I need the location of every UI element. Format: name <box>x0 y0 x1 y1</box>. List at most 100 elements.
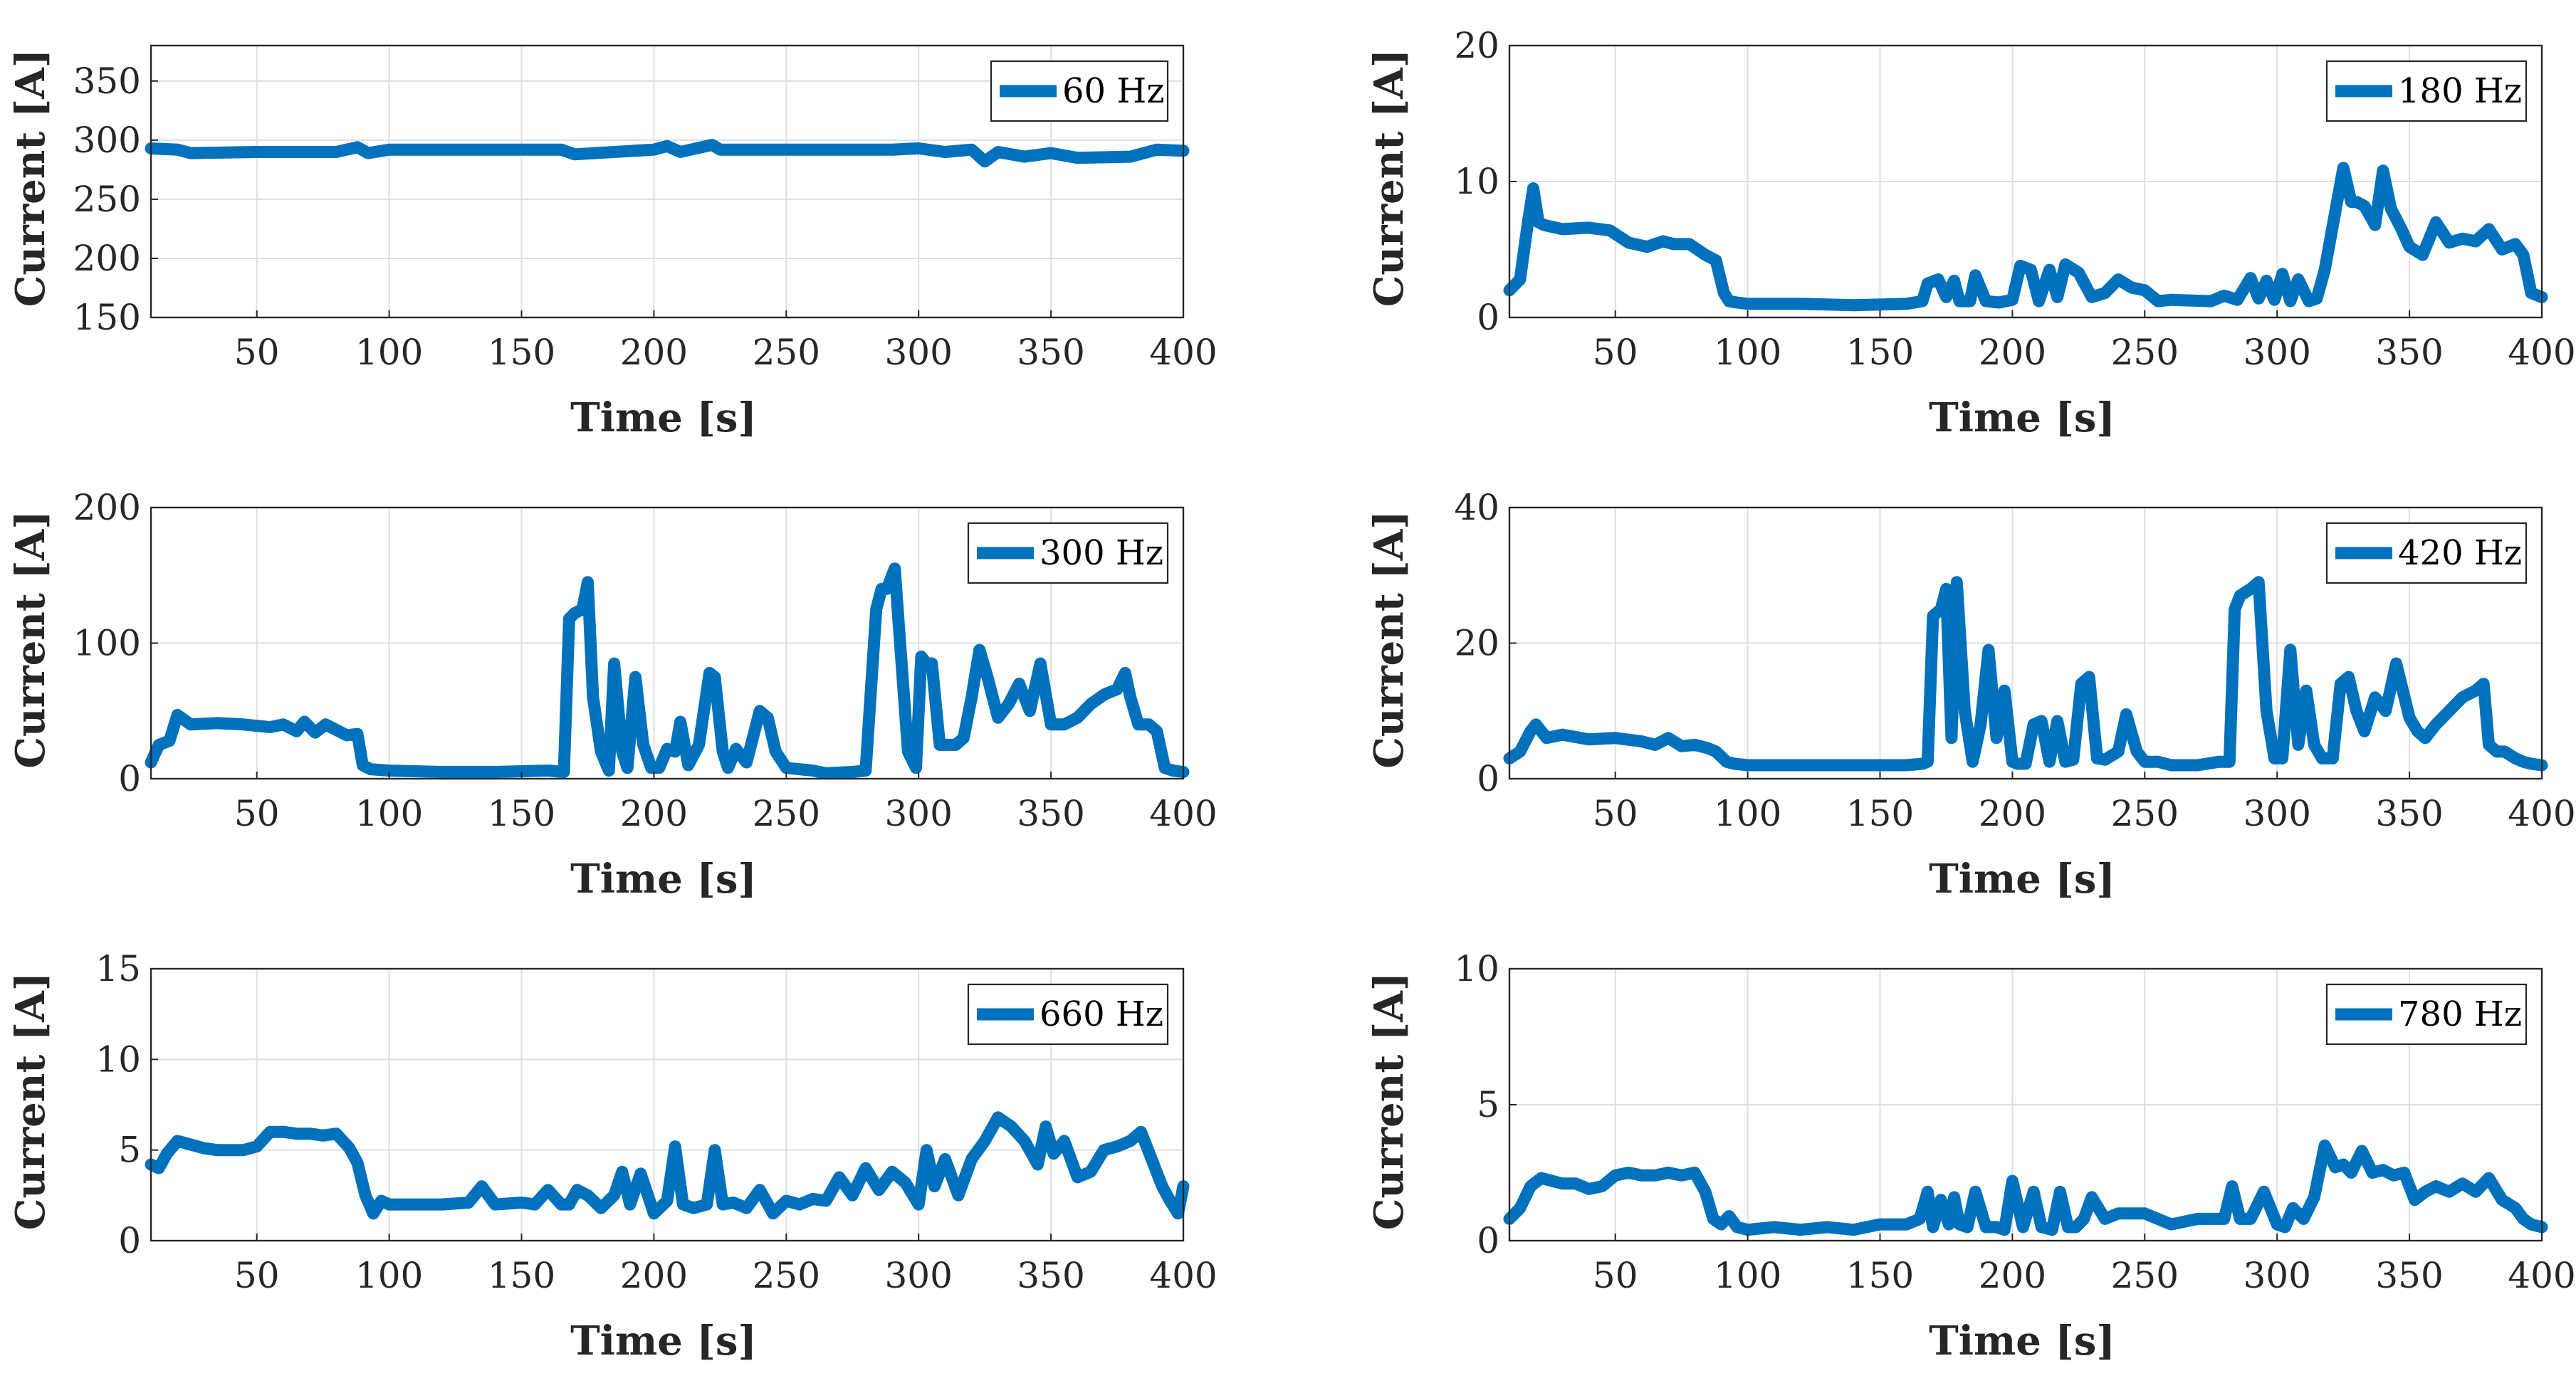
y-tick-label: 0 <box>1477 297 1499 338</box>
x-tick-label: 200 <box>1979 1255 2046 1296</box>
panel-780hz: 50 100 150 200 250 300 350 400 0 5 10 Time [s] Curre… <box>1366 948 2576 1365</box>
y-tick-label: 100 <box>73 623 141 664</box>
y-tick-label: 15 <box>95 948 141 989</box>
y-tick-label: 10 <box>1454 161 1499 202</box>
x-tick-label: 50 <box>234 332 280 373</box>
y-axis-label: Current [A] <box>1366 510 1413 768</box>
y-tick-label: 20 <box>1454 623 1499 664</box>
x-tick-label: 100 <box>355 332 423 373</box>
x-tick-label: 200 <box>620 793 688 834</box>
y-axis-label: Current [A] <box>7 972 54 1230</box>
y-tick-label: 0 <box>1477 1220 1499 1261</box>
legend-label: 180 Hz <box>2398 71 2522 111</box>
x-tick-label: 350 <box>1017 1255 1084 1296</box>
y-axis-label: Current [A] <box>1366 972 1413 1230</box>
legend-label: 420 Hz <box>2398 533 2522 573</box>
series-line <box>145 1111 1190 1220</box>
x-tick-label: 400 <box>2508 1255 2575 1296</box>
series-line <box>1503 162 2548 312</box>
x-tick-label: 50 <box>234 793 280 834</box>
y-tick-label: 150 <box>73 297 141 338</box>
x-tick-label: 200 <box>1979 793 2046 834</box>
x-tick-label: 400 <box>2508 332 2575 373</box>
x-tick-label: 350 <box>2375 1255 2443 1296</box>
x-tick-label: 250 <box>2111 332 2179 373</box>
legend-label: 300 Hz <box>1040 533 1163 573</box>
x-tick-label: 150 <box>488 332 555 373</box>
x-tick-label: 300 <box>884 1255 952 1296</box>
x-axis-label: Time [s] <box>570 856 757 903</box>
y-tick-label: 200 <box>73 238 141 279</box>
series-line <box>1503 1139 2548 1236</box>
y-tick-label: 0 <box>118 758 141 799</box>
x-tick-label: 200 <box>1979 332 2046 373</box>
x-tick-label: 250 <box>2111 1255 2179 1296</box>
x-axis-label: Time [s] <box>570 1318 757 1365</box>
x-tick-label: 300 <box>2243 1255 2310 1296</box>
x-tick-label: 250 <box>2111 793 2179 834</box>
series-line <box>145 139 1190 168</box>
y-axis-label: Current [A] <box>7 510 54 768</box>
y-tick-label: 5 <box>118 1130 141 1171</box>
x-tick-label: 50 <box>1593 793 1638 834</box>
panel-180hz: 50 100 150 200 250 300 350 400 0 10 20 Time [s] Curr… <box>1366 25 2576 441</box>
x-axis-label: Time [s] <box>1929 394 2115 441</box>
panel-420hz: 50 100 150 200 250 300 350 400 0 20 40 Time [s] Curr… <box>1366 487 2576 903</box>
legend-label: 780 Hz <box>2398 994 2522 1034</box>
x-tick-label: 400 <box>1149 793 1217 834</box>
x-tick-label: 100 <box>1714 1255 1781 1296</box>
x-axis-label: Time [s] <box>570 394 757 441</box>
y-tick-label: 250 <box>73 179 141 220</box>
x-tick-label: 50 <box>1593 332 1638 373</box>
x-tick-label: 300 <box>2243 793 2310 834</box>
x-tick-label: 350 <box>1017 332 1084 373</box>
x-tick-label: 350 <box>2375 332 2443 373</box>
y-tick-label: 350 <box>73 61 141 102</box>
y-axis-label: Current [A] <box>7 49 54 307</box>
x-tick-label: 400 <box>1149 1255 1217 1296</box>
x-tick-label: 300 <box>884 793 952 834</box>
y-tick-label: 20 <box>1454 25 1499 66</box>
x-tick-label: 250 <box>753 793 820 834</box>
x-tick-label: 150 <box>488 793 555 834</box>
axes-frame <box>150 44 1185 319</box>
y-axis-label: Current [A] <box>1366 49 1413 307</box>
x-tick-label: 300 <box>884 332 952 373</box>
x-tick-label: 50 <box>234 1255 280 1296</box>
x-axis-label: Time [s] <box>1929 1318 2115 1365</box>
x-tick-label: 100 <box>1714 793 1781 834</box>
x-tick-label: 250 <box>753 1255 820 1296</box>
series-line <box>145 562 1190 779</box>
y-tick-label: 5 <box>1477 1084 1499 1125</box>
panel-60hz: 50 100 150 200 250 300 350 400 150 200 250 300 350 Ti… <box>7 44 1218 441</box>
y-tick-label: 10 <box>1454 948 1499 989</box>
axes-frame <box>150 967 1185 1242</box>
panel-660hz: 50 100 150 200 250 300 350 400 0 5 10 15 Time [s] Cur… <box>7 948 1218 1365</box>
legend-box <box>2325 522 2528 584</box>
x-tick-label: 400 <box>2508 793 2575 834</box>
x-tick-label: 150 <box>1846 793 1914 834</box>
y-tick-label: 10 <box>95 1039 141 1080</box>
series-line <box>1503 576 2548 772</box>
x-tick-label: 100 <box>1714 332 1781 373</box>
x-tick-label: 150 <box>1846 332 1914 373</box>
x-tick-label: 150 <box>1846 1255 1914 1296</box>
x-tick-label: 400 <box>1149 332 1217 373</box>
y-tick-label: 0 <box>1477 758 1499 799</box>
legend-label: 660 Hz <box>1040 994 1163 1034</box>
x-tick-label: 100 <box>355 793 423 834</box>
y-tick-label: 40 <box>1454 487 1499 528</box>
x-tick-label: 50 <box>1593 1255 1638 1296</box>
x-tick-label: 350 <box>1017 793 1084 834</box>
legend-label: 60 Hz <box>1062 71 1164 111</box>
y-tick-label: 200 <box>73 487 141 528</box>
x-tick-label: 200 <box>620 1255 688 1296</box>
x-tick-label: 150 <box>488 1255 555 1296</box>
y-tick-label: 0 <box>118 1220 141 1261</box>
y-tick-label: 300 <box>73 120 141 161</box>
x-tick-label: 350 <box>2375 793 2443 834</box>
panel-300hz: 50 100 150 200 250 300 350 400 0 100 200 Time [s] Cu… <box>7 487 1218 903</box>
x-tick-label: 250 <box>753 332 820 373</box>
x-tick-label: 100 <box>355 1255 423 1296</box>
